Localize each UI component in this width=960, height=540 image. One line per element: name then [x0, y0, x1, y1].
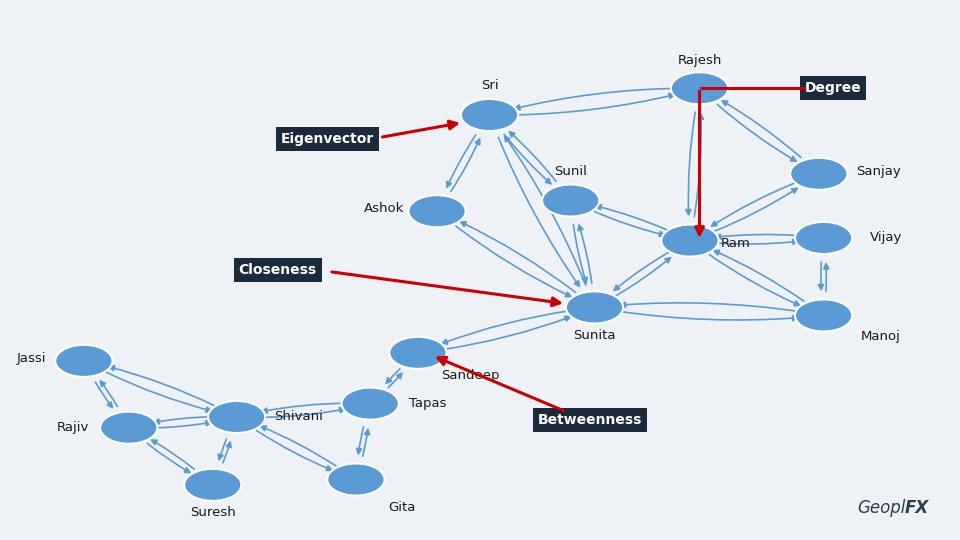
Text: Degree: Degree [804, 82, 861, 95]
Text: Vijay: Vijay [870, 232, 901, 245]
Text: Closeness: Closeness [239, 263, 317, 277]
Circle shape [184, 469, 241, 501]
Text: Ashok: Ashok [365, 202, 405, 215]
Circle shape [565, 292, 623, 323]
Circle shape [56, 345, 112, 377]
Text: Betweenness: Betweenness [538, 413, 642, 427]
Text: Tapas: Tapas [409, 397, 446, 410]
Circle shape [795, 222, 852, 254]
Circle shape [661, 225, 719, 256]
Text: FX: FX [904, 499, 929, 517]
Text: Geopl: Geopl [857, 499, 905, 517]
Text: Suresh: Suresh [190, 506, 235, 519]
Text: Sandeep: Sandeep [442, 369, 500, 382]
Circle shape [390, 337, 446, 369]
Text: Sunil: Sunil [554, 165, 588, 178]
Text: Sunita: Sunita [573, 329, 615, 342]
Text: Rajesh: Rajesh [678, 54, 722, 67]
Text: Sri: Sri [481, 79, 498, 92]
Circle shape [542, 185, 599, 217]
Text: Manoj: Manoj [861, 330, 900, 343]
Circle shape [408, 195, 466, 227]
Circle shape [208, 401, 265, 433]
Circle shape [327, 463, 385, 496]
Circle shape [100, 411, 157, 444]
Circle shape [461, 99, 518, 131]
Text: Sanjay: Sanjay [855, 165, 900, 178]
Text: Rajiv: Rajiv [58, 421, 89, 434]
Circle shape [795, 299, 852, 332]
Text: Ram: Ram [721, 237, 751, 250]
Circle shape [790, 158, 848, 190]
Circle shape [342, 388, 398, 420]
Text: Eigenvector: Eigenvector [280, 132, 373, 146]
Text: Shivani: Shivani [275, 410, 324, 423]
Text: Jassi: Jassi [16, 352, 46, 365]
Circle shape [671, 72, 728, 104]
Text: Gita: Gita [388, 501, 416, 514]
